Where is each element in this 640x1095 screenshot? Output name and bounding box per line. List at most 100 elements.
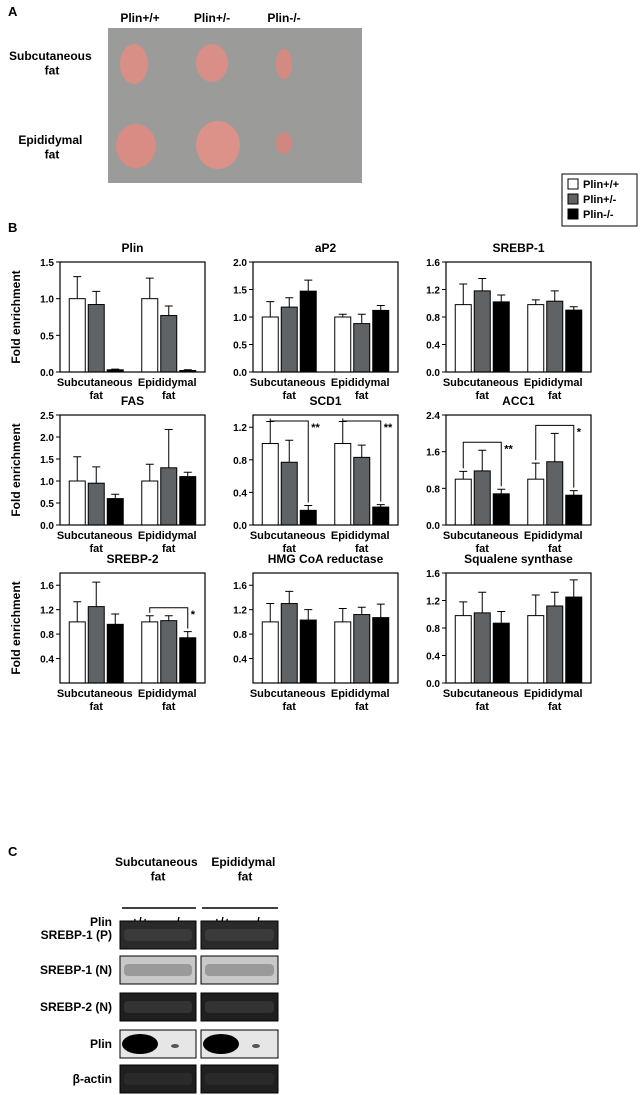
blot-band <box>205 929 274 941</box>
column-label: Plin+/- <box>194 11 230 25</box>
bar <box>527 304 545 373</box>
chart-title: SREBP-1 <box>492 241 544 255</box>
error-bar <box>497 294 506 302</box>
blot-row-label: Plin <box>90 1037 112 1051</box>
y-tick-label: 1.5 <box>233 286 247 297</box>
plot-frame <box>445 572 592 684</box>
error-bar <box>304 279 313 292</box>
blot-band <box>171 1044 179 1048</box>
error-bar <box>145 277 154 299</box>
blot-band <box>124 1001 192 1013</box>
column-label: Plin-/- <box>267 11 300 25</box>
y-tick-label: 0.8 <box>426 484 440 495</box>
x-tick-label: Epididymal fat <box>524 530 586 555</box>
chart-title: SCD1 <box>309 394 341 408</box>
bar <box>299 509 317 526</box>
legend-swatch <box>567 193 579 205</box>
error-bar <box>164 305 173 316</box>
plot-frame <box>59 572 206 684</box>
photo <box>108 28 362 183</box>
error-bar <box>92 581 101 607</box>
error-bar <box>550 290 559 302</box>
error-bar <box>183 631 192 638</box>
error-bar <box>111 493 120 499</box>
x-tick-label: Epididymal fat <box>524 688 586 713</box>
bar <box>68 298 86 373</box>
bar <box>106 623 124 684</box>
y-tick-label: 0.5 <box>233 341 247 352</box>
error-bar <box>357 606 366 615</box>
bar <box>280 461 298 526</box>
plot-frame <box>252 572 399 684</box>
error-bar <box>92 466 101 484</box>
bar <box>492 301 510 373</box>
y-tick-label: 0.4 <box>426 652 440 663</box>
error-bar <box>497 488 506 494</box>
bar <box>473 290 491 373</box>
x-tick-label: Epididymal fat <box>138 688 200 713</box>
bar <box>334 443 352 526</box>
bar <box>565 596 583 684</box>
bar <box>492 622 510 684</box>
y-tick-label: 0.4 <box>233 488 247 499</box>
error-bar <box>459 470 468 480</box>
significance-bracket <box>342 418 382 502</box>
y-tick-label: 0.0 <box>233 521 247 532</box>
error-bar <box>569 306 578 311</box>
bar <box>546 300 564 373</box>
error-bar <box>285 297 294 308</box>
bar <box>87 304 105 373</box>
significance-bracket <box>149 607 189 629</box>
bar <box>546 605 564 684</box>
error-bar <box>478 591 487 613</box>
error-bar <box>145 463 154 481</box>
error-bar <box>531 299 540 305</box>
error-bar <box>338 313 347 317</box>
x-tick-label: Subcutaneous fat <box>250 530 329 555</box>
bar <box>87 482 105 526</box>
error-bar <box>338 607 347 622</box>
error-bar <box>569 579 578 598</box>
error-bar <box>73 601 82 622</box>
chart-title: HMG CoA reductase <box>268 552 384 566</box>
bar <box>280 306 298 373</box>
blot-row-label: SREBP-2 (N) <box>40 1000 112 1014</box>
error-bar <box>285 439 294 463</box>
bar <box>261 443 279 526</box>
x-tick-label: Epididymal fat <box>331 530 393 555</box>
blot-band <box>124 1073 192 1085</box>
bar <box>454 615 472 684</box>
x-tick-label: Epididymal fat <box>138 377 200 402</box>
blot-band <box>205 964 274 976</box>
blot-band <box>122 1034 158 1054</box>
blot-band <box>205 1001 274 1013</box>
x-tick-label: Subcutaneous fat <box>57 688 136 713</box>
y-tick-label: 0.5 <box>40 331 54 342</box>
error-bar <box>266 603 275 622</box>
error-bar <box>304 609 313 621</box>
error-bar <box>266 301 275 317</box>
x-tick-label: Subcutaneous fat <box>443 377 522 402</box>
x-tick-label: Subcutaneous fat <box>57 530 136 555</box>
error-bar <box>376 603 385 618</box>
y-tick-label: 0.8 <box>233 630 247 641</box>
blot-row-label: SREBP-1 (N) <box>40 963 112 977</box>
bar <box>565 309 583 373</box>
bar <box>546 461 564 526</box>
legend-label: Plin+/+ <box>583 179 619 191</box>
bar <box>179 476 197 526</box>
bar <box>280 603 298 684</box>
x-tick-label: Subcutaneous fat <box>250 688 329 713</box>
group-label: Subcutaneous fat <box>115 855 201 883</box>
group-label: Epididymal fat <box>211 855 278 883</box>
bar <box>353 614 371 684</box>
y-tick-label: 1.2 <box>426 597 440 608</box>
y-tick-label: 0.8 <box>426 313 440 324</box>
y-tick-label: 1.6 <box>426 569 440 580</box>
plot-frame <box>59 261 206 373</box>
bar <box>372 309 390 373</box>
y-axis-label: Fold enrichment <box>9 270 23 363</box>
bar <box>160 620 178 684</box>
bar <box>527 478 545 526</box>
significance-label: ** <box>384 422 393 434</box>
